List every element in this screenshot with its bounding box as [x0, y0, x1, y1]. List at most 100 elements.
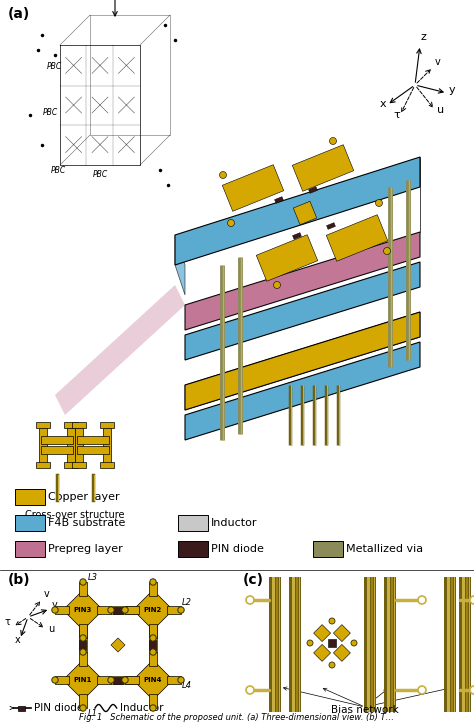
Bar [374, 577, 375, 712]
Circle shape [52, 607, 58, 613]
Circle shape [80, 635, 86, 641]
Text: v: v [435, 57, 441, 67]
Text: L1: L1 [88, 709, 98, 718]
Bar [469, 577, 471, 712]
Polygon shape [111, 638, 125, 652]
Bar [149, 640, 156, 650]
Circle shape [52, 677, 58, 683]
Bar [149, 694, 157, 708]
Text: τ: τ [4, 617, 10, 627]
Circle shape [418, 686, 426, 694]
Polygon shape [63, 590, 103, 630]
Bar [391, 577, 393, 712]
Bar [292, 577, 295, 712]
Polygon shape [133, 590, 173, 630]
Polygon shape [175, 235, 185, 295]
Bar [178, 541, 208, 557]
Text: u: u [437, 105, 444, 115]
Bar [272, 577, 275, 712]
Circle shape [122, 677, 128, 683]
Text: y: y [449, 85, 456, 95]
Circle shape [80, 579, 86, 585]
Polygon shape [274, 196, 283, 203]
Text: L6: L6 [105, 677, 115, 686]
Polygon shape [64, 422, 78, 428]
Bar [79, 582, 87, 596]
Bar [79, 624, 87, 638]
Polygon shape [185, 312, 420, 410]
Circle shape [329, 618, 335, 624]
Bar [79, 694, 87, 708]
Bar [289, 577, 301, 712]
Bar [279, 577, 281, 712]
Bar [97, 606, 111, 614]
Bar [55, 606, 69, 614]
Bar [113, 676, 123, 684]
Bar [15, 489, 45, 505]
Text: z: z [421, 32, 427, 42]
Bar [80, 640, 86, 650]
Bar [125, 606, 139, 614]
Text: (c): (c) [243, 573, 264, 587]
Polygon shape [314, 625, 330, 642]
Polygon shape [333, 625, 350, 642]
Bar [367, 577, 370, 712]
Circle shape [329, 138, 337, 144]
Circle shape [150, 649, 156, 655]
Polygon shape [327, 223, 336, 229]
Bar [394, 577, 395, 712]
Bar [79, 610, 87, 652]
Polygon shape [185, 232, 420, 330]
Polygon shape [64, 462, 78, 468]
Text: Metallized via: Metallized via [346, 544, 423, 554]
Text: Inductor: Inductor [211, 518, 257, 528]
Polygon shape [292, 145, 354, 191]
Polygon shape [292, 233, 301, 239]
Polygon shape [100, 462, 114, 468]
Bar [79, 652, 87, 666]
Circle shape [470, 596, 474, 604]
Text: PIN3: PIN3 [74, 607, 92, 613]
Polygon shape [36, 462, 50, 468]
Text: Cross-over structure: Cross-over structure [25, 510, 125, 520]
Circle shape [122, 607, 128, 613]
Bar [149, 582, 157, 596]
Bar [111, 676, 153, 684]
Circle shape [219, 172, 227, 178]
Polygon shape [72, 422, 86, 428]
Text: y: y [52, 600, 58, 610]
Polygon shape [77, 436, 109, 444]
Text: PIN diode: PIN diode [34, 703, 83, 713]
Text: PBC: PBC [50, 166, 65, 175]
Polygon shape [185, 312, 420, 410]
Bar [18, 705, 25, 710]
Polygon shape [185, 342, 420, 440]
Bar [371, 577, 373, 712]
Text: PIN2: PIN2 [144, 607, 162, 613]
Text: PBC: PBC [92, 170, 108, 179]
Circle shape [150, 579, 156, 585]
Text: PIN1: PIN1 [74, 677, 92, 683]
Polygon shape [328, 639, 336, 647]
Circle shape [108, 607, 114, 613]
Text: PBC: PBC [42, 108, 58, 117]
Circle shape [246, 596, 254, 604]
Polygon shape [333, 645, 350, 661]
Bar [447, 577, 450, 712]
Bar [55, 676, 69, 684]
Bar [276, 577, 278, 712]
Circle shape [178, 677, 184, 683]
Circle shape [418, 596, 426, 604]
Circle shape [178, 607, 184, 613]
Text: Bias network: Bias network [331, 705, 399, 715]
Polygon shape [293, 202, 317, 225]
Text: x: x [380, 99, 386, 109]
Text: x: x [15, 635, 21, 645]
Text: L4: L4 [182, 681, 192, 690]
Bar [167, 676, 181, 684]
Circle shape [150, 635, 156, 641]
Circle shape [375, 199, 383, 207]
Polygon shape [63, 660, 103, 700]
Bar [466, 577, 468, 712]
Bar [111, 606, 153, 614]
